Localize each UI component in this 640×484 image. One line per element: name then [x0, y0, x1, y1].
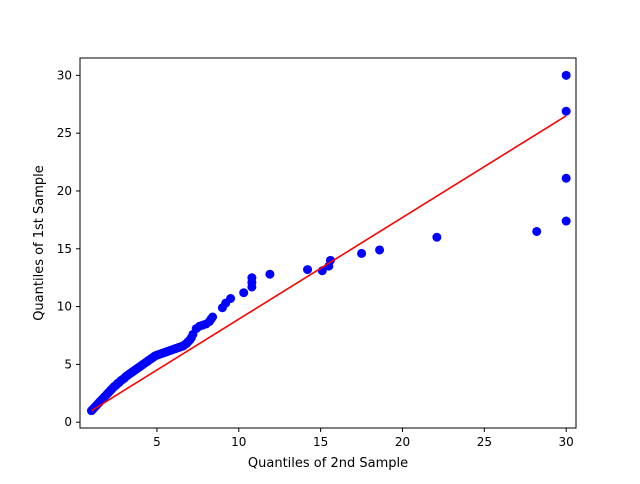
- sample-point: [432, 232, 442, 242]
- sample-point: [561, 173, 571, 183]
- reference-line: [91, 115, 567, 412]
- x-tick-label: 5: [153, 435, 161, 449]
- y-tick-label: 25: [57, 126, 72, 140]
- x-tick-label: 15: [313, 435, 328, 449]
- sample-point: [357, 248, 367, 258]
- y-tick-label: 15: [57, 242, 72, 256]
- sample-point: [303, 265, 313, 275]
- sample-point: [532, 226, 542, 236]
- y-tick-label: 0: [64, 415, 72, 429]
- plot-area: [86, 70, 571, 416]
- y-tick-label: 20: [57, 184, 72, 198]
- x-tick-label: 20: [395, 435, 410, 449]
- sample-point: [208, 312, 218, 322]
- sample-point: [325, 255, 335, 265]
- data-marks: [86, 70, 571, 416]
- sample-point: [265, 269, 275, 279]
- sample-point: [561, 70, 571, 80]
- sample-point: [247, 273, 257, 283]
- sample-point: [375, 245, 385, 255]
- y-axis-label: Quantiles of 1st Sample: [32, 165, 47, 321]
- axes-frame: [79, 57, 577, 429]
- x-axis-label: Quantiles of 2nd Sample: [248, 456, 408, 471]
- sample-point: [561, 106, 571, 116]
- x-tick-label: 10: [231, 435, 246, 449]
- sample-point: [239, 288, 249, 298]
- x-axis-ticks: 5 10 15 20 25 30: [153, 428, 574, 449]
- y-axis-ticks: 0 5 10 15 20 25 30: [57, 68, 80, 429]
- y-tick-label: 30: [57, 68, 72, 82]
- y-tick-label: 5: [64, 357, 72, 371]
- x-tick-label: 25: [477, 435, 492, 449]
- sample-point: [226, 294, 236, 303]
- x-tick-label: 30: [559, 435, 574, 449]
- sample-point: [561, 216, 571, 226]
- y-tick-label: 10: [57, 300, 72, 314]
